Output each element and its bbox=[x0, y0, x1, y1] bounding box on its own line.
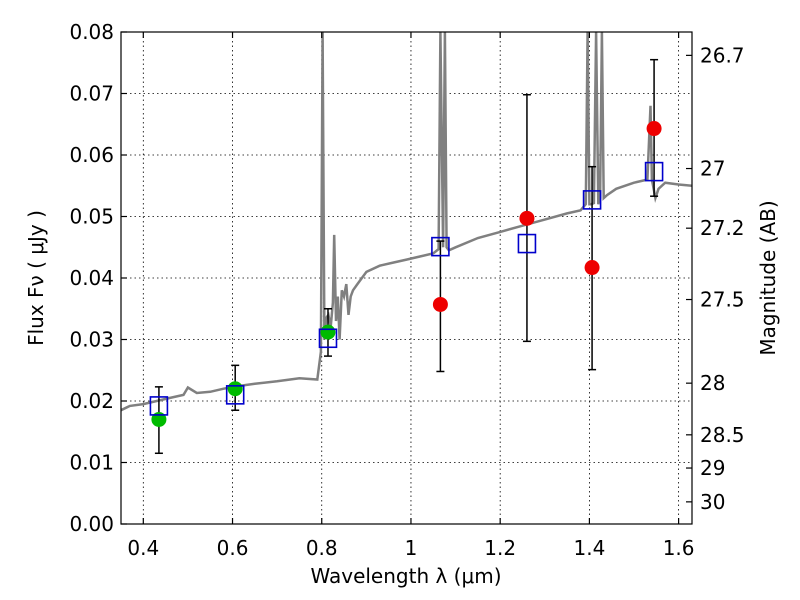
y-tick-label: 0.03 bbox=[69, 328, 114, 352]
y-tick-label: 0.04 bbox=[69, 266, 114, 290]
x-tick-label: 1.4 bbox=[573, 536, 605, 560]
right-tick-label: 28.5 bbox=[700, 423, 745, 447]
x-axis-label: Wavelength λ (μm) bbox=[310, 564, 501, 588]
right-tick-label: 28 bbox=[700, 371, 725, 395]
x-tick-label: 1 bbox=[405, 536, 418, 560]
y-axis-label: Flux Fν ( μJy ) bbox=[24, 210, 48, 346]
grid-lines bbox=[121, 31, 692, 525]
y-tick-labels: 0.00 0.01 0.02 0.03 0.04 0.05 0.06 0.07 0.08 bbox=[69, 20, 114, 536]
y-tick-label: 0.08 bbox=[69, 20, 114, 44]
y-tick-label: 0.01 bbox=[69, 451, 114, 475]
x-tick-label: 0.6 bbox=[217, 536, 249, 560]
data-points bbox=[149, 121, 664, 427]
x-tick-labels: 0.4 0.6 0.8 1 1.2 1.4 1.6 bbox=[127, 536, 694, 560]
y-tick-label: 0.00 bbox=[69, 512, 114, 536]
y-tick-label: 0.05 bbox=[69, 205, 114, 229]
right-tick-labels: 26.7 27 27.2 27.5 28 28.5 29 30 bbox=[700, 43, 745, 513]
data-point-circle bbox=[584, 260, 600, 276]
right-tick-label: 27.2 bbox=[700, 216, 745, 240]
model-spectrum-line bbox=[121, 32, 692, 412]
data-point-square bbox=[644, 161, 664, 182]
x-tick-label: 0.4 bbox=[127, 536, 159, 560]
axis-ticks bbox=[121, 31, 692, 525]
model-spectrum bbox=[121, 32, 692, 412]
right-tick-label: 26.7 bbox=[700, 43, 745, 67]
data-point-circle bbox=[320, 324, 336, 340]
right-tick-label: 29 bbox=[700, 456, 725, 480]
x-tick-label: 1.6 bbox=[663, 536, 695, 560]
data-point-circle bbox=[432, 296, 448, 312]
data-point-circle bbox=[227, 381, 243, 397]
data-point-square bbox=[225, 385, 245, 405]
data-point-circle bbox=[646, 121, 662, 137]
right-tick-label: 27.5 bbox=[700, 288, 745, 312]
x-tick-label: 0.8 bbox=[306, 536, 338, 560]
x-tick-label: 1.2 bbox=[484, 536, 516, 560]
data-point-square bbox=[149, 396, 169, 416]
right-tick-label: 27 bbox=[700, 157, 725, 181]
right-tick-label: 30 bbox=[700, 490, 725, 514]
y2-axis-label: Magnitude (AB) bbox=[756, 200, 780, 355]
data-point-square bbox=[431, 236, 450, 257]
data-point-circle bbox=[519, 210, 535, 226]
data-point-square bbox=[517, 233, 537, 254]
y-tick-label: 0.02 bbox=[69, 389, 114, 413]
data-point-square bbox=[582, 190, 602, 210]
y-tick-label: 0.07 bbox=[69, 82, 114, 106]
y-tick-label: 0.06 bbox=[69, 143, 114, 167]
data-point-square bbox=[318, 328, 338, 349]
